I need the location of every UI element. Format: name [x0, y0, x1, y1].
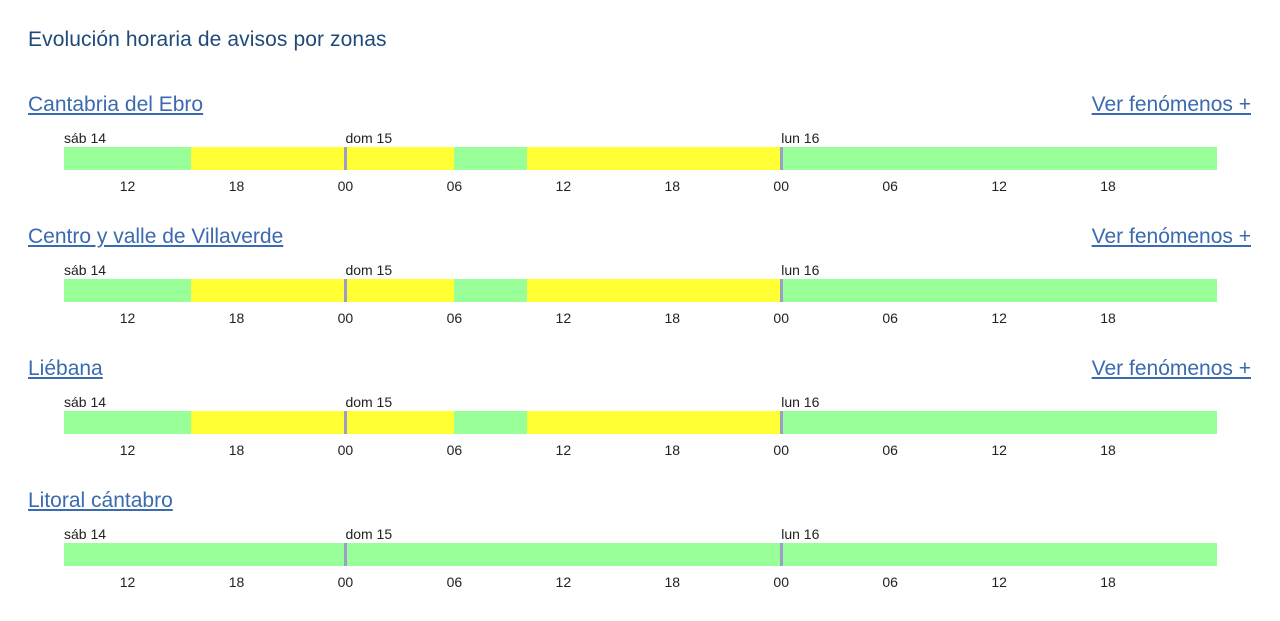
hour-tick-label: 18 — [1100, 310, 1116, 326]
hour-tick-label: 18 — [1100, 442, 1116, 458]
green-level-segment — [64, 411, 192, 434]
zone-row: Centro y valle de Villaverde Ver fenómeno… — [0, 225, 1280, 357]
day-label: sáb 14 — [64, 526, 107, 542]
hour-tick-label: 12 — [991, 178, 1007, 194]
day-label: lun 16 — [781, 526, 820, 542]
ver-fenomenos-link[interactable]: Ver fenómenos + — [1091, 93, 1251, 116]
hour-tick-label: 12 — [555, 574, 572, 590]
hour-tick-label: 06 — [882, 310, 898, 326]
day-boundary-marker — [344, 279, 348, 302]
warning-timeline-bar — [64, 147, 1217, 170]
hour-tick-label: 18 — [228, 310, 245, 326]
green-level-segment — [64, 279, 192, 302]
warning-timeline-bar — [64, 411, 1217, 434]
hour-tick-label: 18 — [1100, 178, 1116, 194]
green-level-segment — [781, 279, 1217, 302]
yellow-level-segment — [191, 147, 455, 170]
hour-tick-label: 12 — [991, 442, 1007, 458]
green-level-segment — [454, 411, 527, 434]
hour-tick-label: 06 — [882, 574, 898, 590]
green-level-segment — [781, 411, 1217, 434]
hour-tick-label: 00 — [773, 178, 790, 194]
warning-timeline-bar — [64, 279, 1217, 302]
hour-tick-label: 12 — [555, 310, 572, 326]
hour-tick-label: 06 — [446, 178, 463, 194]
warning-timeline-bar — [64, 543, 1217, 566]
day-boundary-marker — [780, 147, 784, 170]
yellow-level-segment — [527, 279, 782, 302]
hour-tick-label: 00 — [773, 442, 790, 458]
day-label: sáb 14 — [64, 394, 107, 410]
green-level-segment — [454, 279, 527, 302]
hour-tick-label: 00 — [773, 574, 790, 590]
day-label: dom 15 — [345, 262, 393, 278]
day-boundary-marker — [780, 279, 784, 302]
zone-row: Cantabria del Ebro Ver fenómenos + sáb 14 d… — [0, 93, 1280, 225]
hour-tick-label: 06 — [882, 442, 898, 458]
hour-tick-label: 18 — [664, 442, 681, 458]
hour-tick-label: 18 — [1100, 574, 1116, 590]
ver-fenomenos-link[interactable]: Ver fenómenos + — [1091, 357, 1251, 380]
hour-tick-label: 12 — [991, 310, 1007, 326]
day-label: dom 15 — [345, 394, 393, 410]
day-label: sáb 14 — [64, 262, 107, 278]
day-boundary-marker — [780, 411, 784, 434]
day-boundary-marker — [344, 147, 348, 170]
day-label: lun 16 — [781, 262, 820, 278]
hour-tick-label: 00 — [337, 574, 354, 590]
hour-tick-label: 12 — [119, 178, 136, 194]
hour-tick-label: 18 — [228, 442, 245, 458]
zone-row: Liébana Ver fenómenos + sáb 14 dom 15 lun 16… — [0, 357, 1280, 489]
hour-tick-label: 12 — [119, 310, 136, 326]
hour-tick-label: 06 — [446, 442, 463, 458]
zone-name-link[interactable]: Litoral cántabro — [28, 489, 173, 512]
hour-tick-label: 00 — [773, 310, 790, 326]
green-level-segment — [454, 147, 527, 170]
day-label: dom 15 — [345, 130, 393, 146]
green-level-segment — [781, 147, 1217, 170]
green-level-segment — [64, 147, 192, 170]
day-boundary-marker — [344, 411, 348, 434]
hour-tick-label: 18 — [664, 178, 681, 194]
day-label: dom 15 — [345, 526, 393, 542]
hour-tick-label: 00 — [337, 178, 354, 194]
page-title: Evolución horaria de avisos por zonas — [28, 28, 387, 51]
yellow-level-segment — [191, 411, 455, 434]
hour-tick-label: 12 — [119, 442, 136, 458]
hour-tick-label: 00 — [337, 442, 354, 458]
hour-tick-label: 06 — [446, 310, 463, 326]
hour-tick-label: 12 — [119, 574, 136, 590]
hour-tick-label: 12 — [555, 442, 572, 458]
zone-name-link[interactable]: Cantabria del Ebro — [28, 93, 204, 116]
day-label: lun 16 — [781, 130, 820, 146]
green-level-segment — [64, 543, 1217, 566]
hour-tick-label: 18 — [228, 178, 245, 194]
yellow-level-segment — [527, 411, 782, 434]
zone-name-link[interactable]: Centro y valle de Villaverde — [28, 225, 284, 248]
yellow-level-segment — [191, 279, 455, 302]
ver-fenomenos-link[interactable]: Ver fenómenos + — [1091, 225, 1251, 248]
hour-tick-label: 00 — [337, 310, 354, 326]
day-boundary-marker — [344, 543, 348, 566]
hour-tick-label: 12 — [555, 178, 572, 194]
day-label: lun 16 — [781, 394, 820, 410]
yellow-level-segment — [527, 147, 782, 170]
day-label: sáb 14 — [64, 130, 107, 146]
zone-row: Litoral cántabro sáb 14 dom 15 lun 16 12 18 00… — [0, 489, 1280, 621]
zone-name-link[interactable]: Liébana — [28, 357, 103, 380]
hour-tick-label: 18 — [664, 574, 681, 590]
hour-tick-label: 12 — [991, 574, 1007, 590]
day-boundary-marker — [780, 543, 784, 566]
hour-tick-label: 18 — [228, 574, 245, 590]
hour-tick-label: 18 — [664, 310, 681, 326]
hour-tick-label: 06 — [446, 574, 463, 590]
hour-tick-label: 06 — [882, 178, 898, 194]
